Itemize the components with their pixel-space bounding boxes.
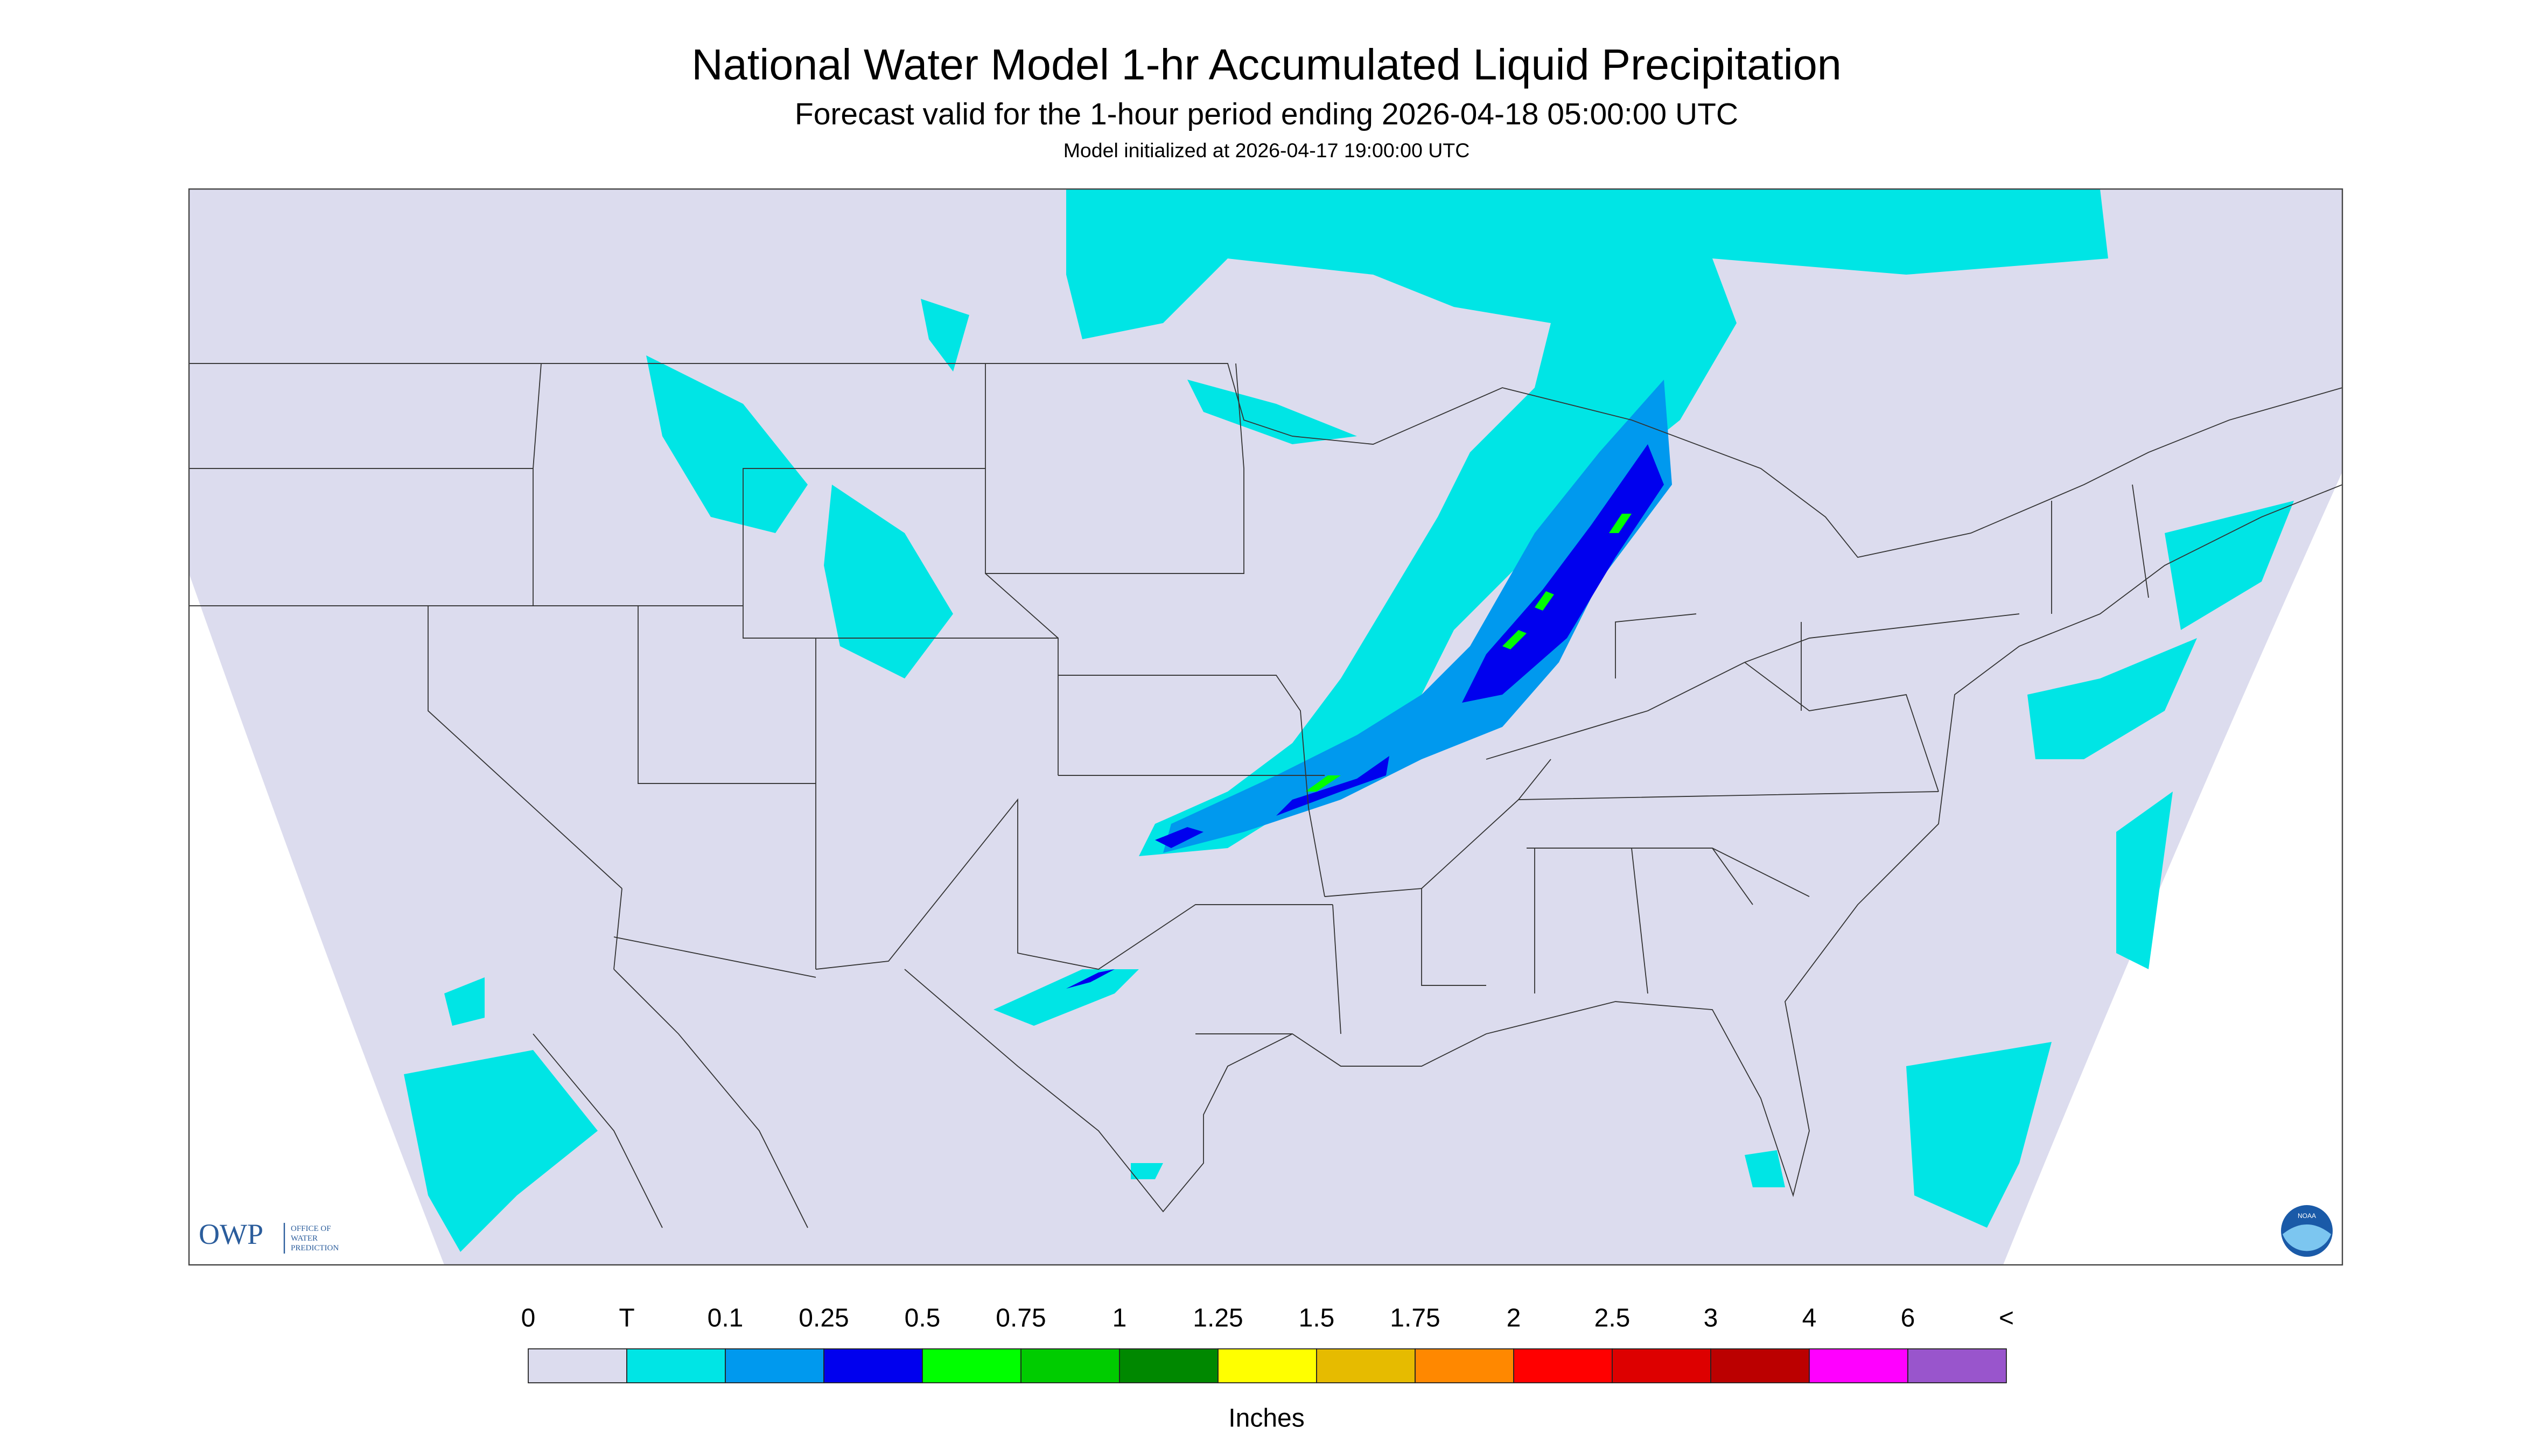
colorbar-swatch [1119, 1348, 1219, 1383]
map-frame [188, 188, 2343, 1266]
colorbar-label: 0.25 [799, 1304, 849, 1333]
subtitle: Forecast valid for the 1-hour period end… [795, 97, 1738, 131]
colorbar-label: 0.5 [905, 1304, 941, 1333]
colorbar-label: 3 [1704, 1304, 1718, 1333]
colorbar-swatch [1907, 1348, 2007, 1383]
owp-name: WATER [291, 1234, 318, 1243]
precip-heavy [1305, 514, 1632, 792]
colorbar-swatch [725, 1348, 824, 1383]
colorbar-label: 6 [1901, 1304, 1915, 1333]
colorbar-label: 0.1 [708, 1304, 744, 1333]
map-outside [2003, 472, 2342, 1265]
colorbar-swatch [1809, 1348, 1908, 1383]
colorbar-swatch [1316, 1348, 1416, 1383]
colorbar-label: 1.5 [1299, 1304, 1335, 1333]
map-outside [189, 573, 444, 1265]
owp-name: PREDICTION [291, 1244, 339, 1252]
colorbar-swatch [922, 1348, 1021, 1383]
colorbar-swatch [626, 1348, 726, 1383]
colorbar-label: 0 [521, 1304, 536, 1333]
colorbar-swatch [1020, 1348, 1120, 1383]
map [189, 189, 2343, 1265]
colorbar: 0 T 0.1 0.25 0.5 0.75 1 1.25 1.5 1.75 2 2.5 3 4 6 < [521, 1304, 2014, 1383]
colorbar-label: 1.25 [1193, 1304, 1243, 1333]
colorbar-label: 0.75 [996, 1304, 1046, 1333]
colorbar-unit: Inches [1228, 1404, 1304, 1433]
init-time: Model initialized at 2026-04-17 19:00:00… [1063, 139, 1470, 162]
noaa-text: NOAA [2298, 1212, 2316, 1220]
colorbar-swatch [1612, 1348, 1711, 1383]
colorbar-label: 1.75 [1390, 1304, 1440, 1333]
boundaries [189, 363, 2343, 1228]
colorbar-swatch [1217, 1348, 1317, 1383]
title: National Water Model 1-hr Accumulated Li… [691, 40, 1842, 89]
owp-name: OFFICE OF [291, 1224, 331, 1233]
colorbar-label: 4 [1802, 1304, 1817, 1333]
colorbar-swatch [823, 1348, 923, 1383]
colorbar-label: T [619, 1304, 634, 1333]
colorbar-swatch [1415, 1348, 1514, 1383]
colorbar-label: 2.5 [1594, 1304, 1631, 1333]
precip-trace [404, 189, 2294, 1252]
colorbar-label: 2 [1507, 1304, 1521, 1333]
colorbar-swatch [1513, 1348, 1613, 1383]
noaa-logo-wave [2283, 1224, 2331, 1251]
colorbar-label: < [1999, 1304, 2014, 1333]
owp-logo: OWP [199, 1218, 263, 1250]
colorbar-swatch [528, 1348, 627, 1383]
colorbar-label: 1 [1112, 1304, 1127, 1333]
colorbar-swatch [1710, 1348, 1810, 1383]
